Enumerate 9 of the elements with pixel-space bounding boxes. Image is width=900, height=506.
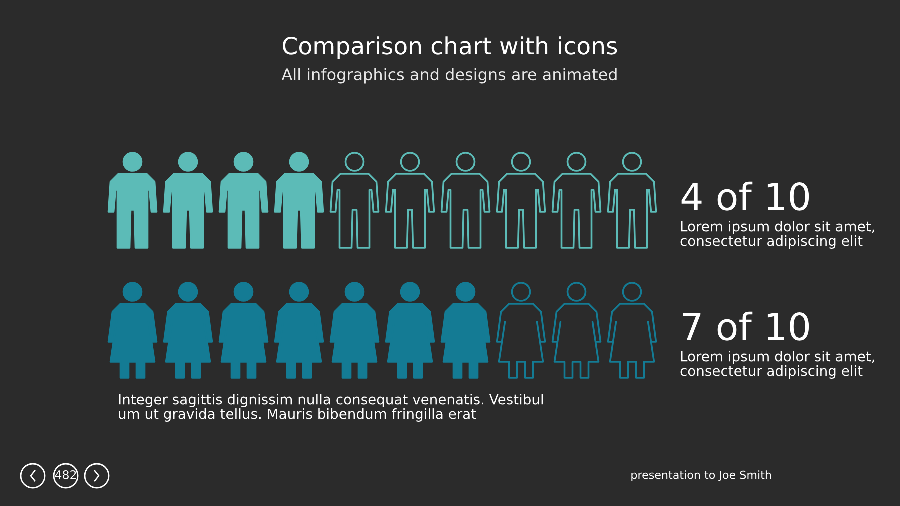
text: 482 [55, 470, 76, 480]
text: presentation to Joe Smith [632, 470, 772, 482]
category-label: Lorem ipsum dolor sit amet, consectetur adipiscing elit [680, 221, 874, 249]
text: All infographics and designs are animated [282, 68, 617, 84]
data-label: 4 of 10 [682, 182, 810, 211]
text: Comparison chart with icons [283, 36, 618, 60]
category-label: Lorem ipsum dolor sit amet, consectetur adipiscing elit [680, 351, 874, 379]
data-label: 7 of 10 [683, 312, 810, 341]
text: Integer sagittis dignissim nulla consequat venenatis. Vestibul um ut gravida tellus. Mauris bibendum fringilla erat [119, 394, 544, 422]
